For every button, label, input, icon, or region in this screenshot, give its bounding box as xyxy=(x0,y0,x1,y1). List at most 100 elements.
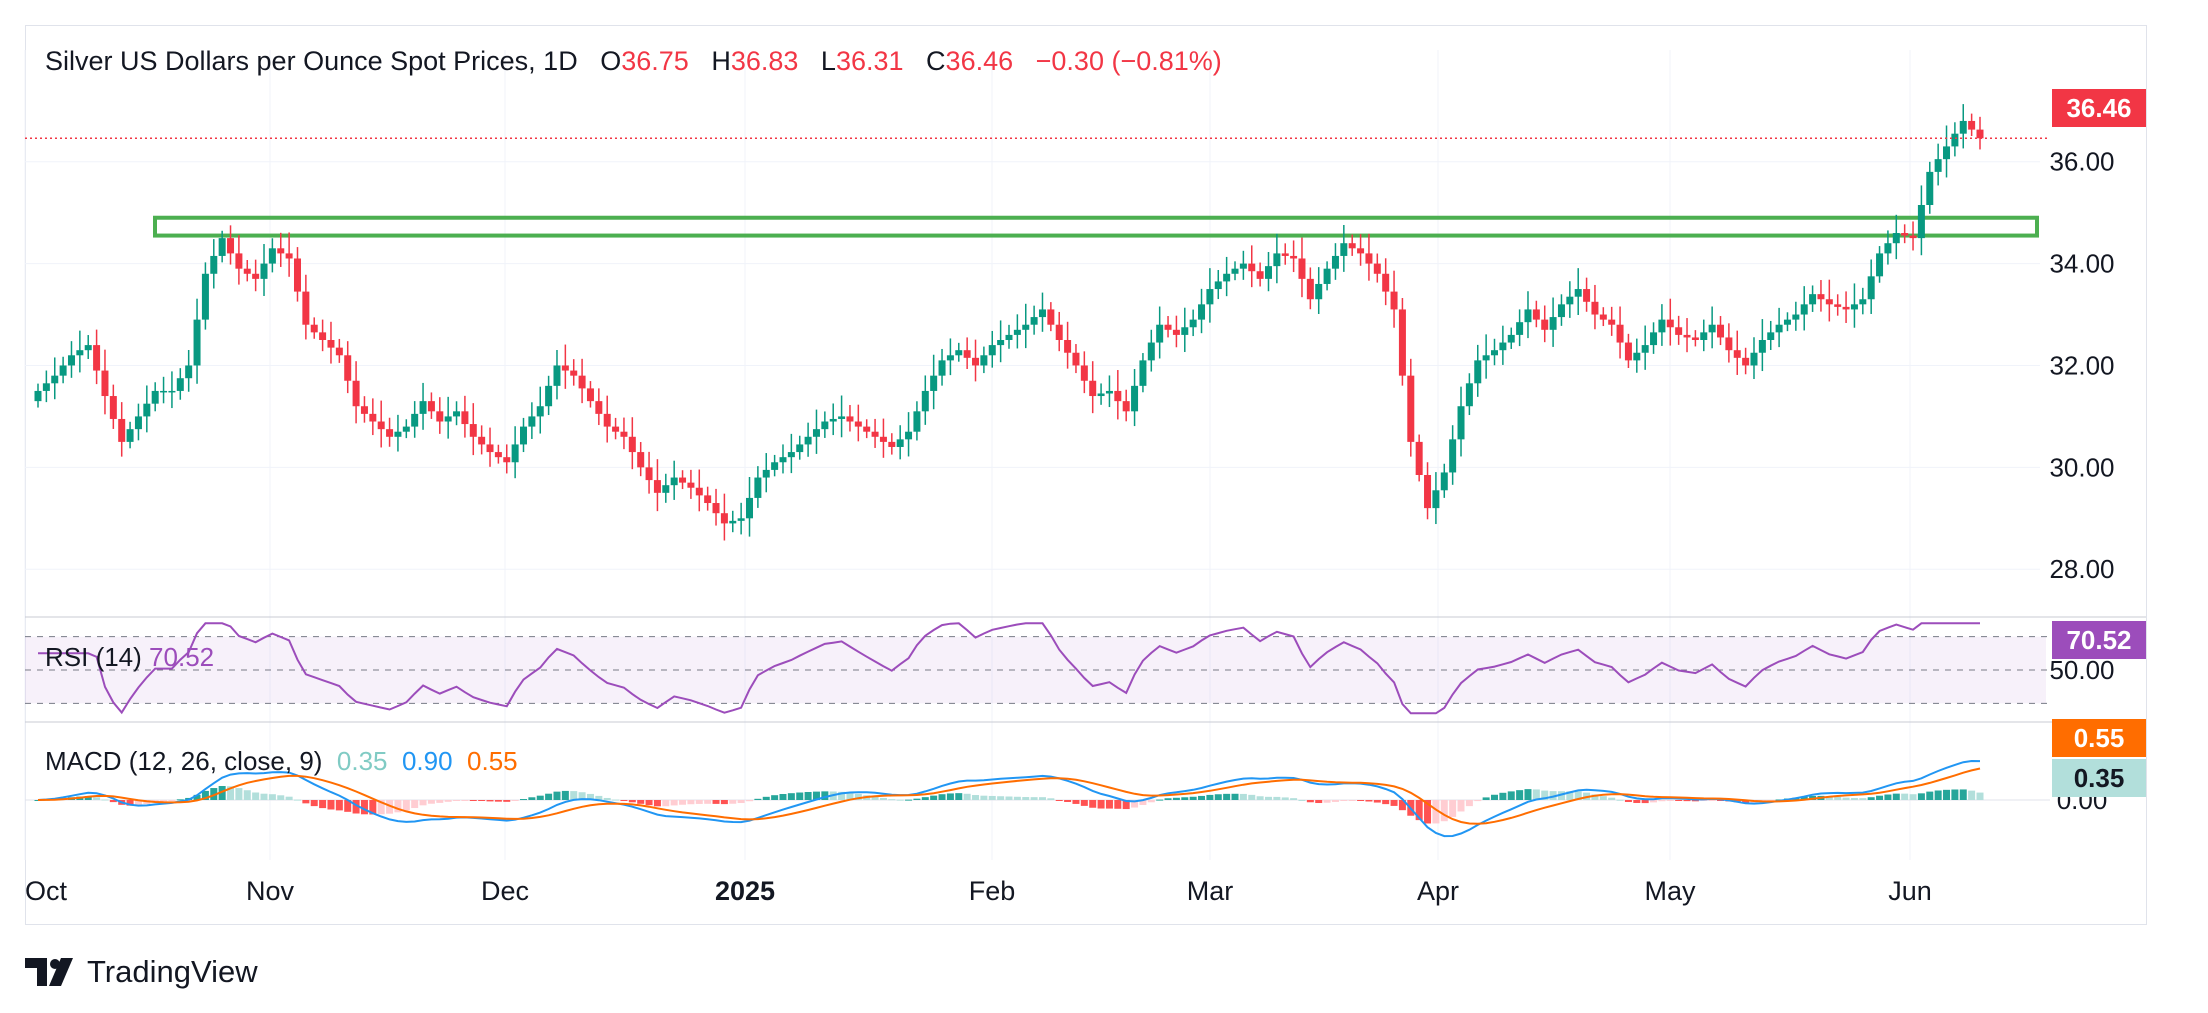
macd-signal-legend-value: 0.55 xyxy=(467,746,518,776)
macd-histogram-bar xyxy=(168,800,176,801)
macd-histogram-bar xyxy=(1599,796,1607,800)
macd-histogram-bar xyxy=(1574,791,1582,800)
macd-histogram-bar xyxy=(1867,797,1875,800)
candle-body xyxy=(469,424,477,437)
macd-histogram-bar xyxy=(134,800,142,806)
macd-histogram-bar xyxy=(176,799,184,801)
macd-signal-line xyxy=(37,767,1981,825)
candle-body xyxy=(218,238,226,256)
candle-body xyxy=(930,375,938,391)
candle-body xyxy=(1239,263,1247,269)
candle-body xyxy=(871,431,879,437)
candle-body xyxy=(1365,253,1373,264)
candle-body xyxy=(1850,304,1858,310)
macd-histogram-bar xyxy=(729,800,737,804)
candle-body xyxy=(1306,278,1314,300)
candle-body xyxy=(1055,324,1063,340)
y-tick-label: 30.00 xyxy=(2049,452,2114,482)
macd-histogram-bar xyxy=(553,791,561,800)
open-value: 36.75 xyxy=(621,46,689,76)
macd-histogram-bar xyxy=(302,800,310,804)
candle-body xyxy=(1591,301,1599,315)
candle-body xyxy=(812,429,820,437)
candle-body xyxy=(1859,299,1867,305)
macd-histogram-bar xyxy=(645,800,653,806)
candle-body xyxy=(369,413,377,422)
candle-body xyxy=(1775,324,1783,333)
candle-body xyxy=(553,365,561,386)
macd-histogram-bar xyxy=(1457,800,1465,812)
brand[interactable]: TradingView xyxy=(25,952,258,992)
macd-line-legend-value: 0.90 xyxy=(401,746,453,776)
macd-histogram-bar xyxy=(360,800,368,815)
macd-histogram-bar xyxy=(277,795,285,800)
candle-body xyxy=(185,365,193,379)
candle-body xyxy=(1030,317,1038,325)
y-tick-label: 34.00 xyxy=(2049,249,2114,279)
macd-histogram-bar xyxy=(1482,797,1490,800)
candle-body xyxy=(1323,268,1331,284)
candle-body xyxy=(578,375,586,389)
candle-body xyxy=(972,357,980,366)
macd-histogram-bar xyxy=(1273,796,1281,800)
macd-histogram-bar xyxy=(1675,800,1683,801)
macd-histogram-bar xyxy=(528,797,536,800)
macd-histogram-bar xyxy=(1147,800,1155,803)
candle-body xyxy=(285,253,293,259)
candle-body xyxy=(637,452,645,468)
candle-body xyxy=(946,355,954,361)
macd-histogram-bar xyxy=(1516,790,1524,800)
macd-histogram-bar xyxy=(252,792,260,800)
candle-body xyxy=(1474,360,1482,384)
macd-histogram-bar xyxy=(1022,797,1030,800)
candle-body xyxy=(1432,490,1440,509)
candle-body xyxy=(1557,304,1565,318)
candle-body xyxy=(101,370,109,397)
macd-histogram-bar xyxy=(1440,800,1448,822)
macd-histogram-bar xyxy=(779,794,787,800)
candle-body xyxy=(1926,171,1934,205)
candle-body xyxy=(1683,334,1691,338)
macd-histogram-bar xyxy=(201,790,209,800)
candle-body xyxy=(1290,255,1298,259)
macd-histogram-bar xyxy=(1038,797,1046,800)
candle-body xyxy=(1901,233,1909,236)
macd-histogram-bar xyxy=(243,790,251,800)
macd-histogram-bar xyxy=(1876,795,1884,800)
macd-histogram-bar xyxy=(1080,800,1088,806)
rsi-label: RSI (14) xyxy=(45,642,142,672)
macd-histogram-bar xyxy=(1424,800,1432,824)
rsi-line xyxy=(38,622,1980,715)
macd-histogram-bar xyxy=(1541,790,1549,800)
candle-body xyxy=(1532,309,1540,320)
candle-body xyxy=(679,477,687,483)
macd-histogram-bar xyxy=(1139,800,1147,805)
macd-histogram-bar xyxy=(1834,796,1842,800)
candle-body xyxy=(377,421,385,430)
macd-histogram-bar xyxy=(545,793,553,800)
x-tick-label: Jun xyxy=(1888,876,1932,906)
candle-body xyxy=(612,426,620,432)
candle-body xyxy=(896,439,904,447)
candle-body xyxy=(863,426,871,432)
macd-histogram-bar xyxy=(963,793,971,800)
candle-body xyxy=(879,436,887,442)
macd-histogram-bar xyxy=(344,800,352,812)
candle-body xyxy=(1917,205,1925,239)
macd-histogram-bar xyxy=(352,800,360,814)
macd-histogram-bar xyxy=(720,800,728,805)
macd-histogram-bar xyxy=(1909,794,1917,800)
macd-histogram-bar xyxy=(536,795,544,800)
macd-histogram-bar xyxy=(586,793,594,800)
macd-histogram-bar xyxy=(1859,798,1867,800)
macd-histogram-bar xyxy=(1951,789,1959,800)
macd-histogram-bar xyxy=(335,800,343,811)
candle-body xyxy=(1122,401,1130,412)
macd-histogram-bar xyxy=(812,791,820,800)
x-tick-label: Apr xyxy=(1417,876,1459,906)
macd-histogram-bar xyxy=(427,800,435,804)
candle-body xyxy=(1909,235,1917,239)
candle-body xyxy=(193,319,201,366)
macd-histogram-bar xyxy=(1465,800,1473,807)
